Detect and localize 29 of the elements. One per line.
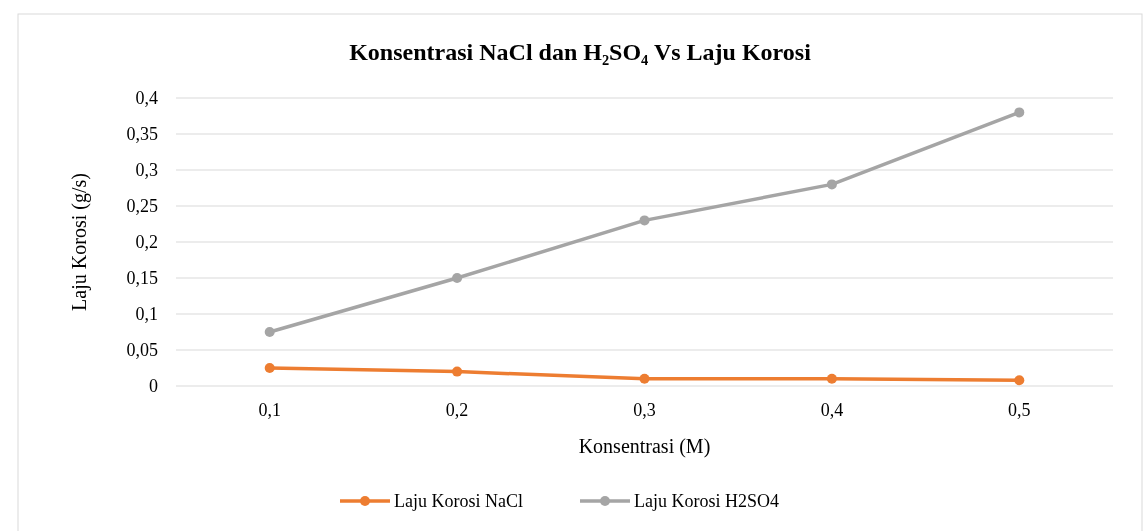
legend-label: Laju Korosi NaCl [394,491,523,512]
y-tick-label: 0,15 [126,268,158,289]
y-tick-label: 0 [149,376,158,397]
y-tick-label: 0,1 [135,304,158,325]
point [452,273,463,283]
point [639,215,650,226]
chart-title: Konsentrasi NaCl dan H₂SO₄ Vs Laju Korosi [349,39,812,65]
x-tick-label: 0,4 [820,400,844,420]
point [452,366,463,377]
point [264,363,275,373]
y-tick-label: 0,2 [135,232,158,253]
legend-label: Laju Korosi H2SO4 [634,491,779,512]
y-tick-label: 0,35 [126,124,158,145]
x-tick-label: 0,2 [445,400,469,420]
point [826,373,837,384]
point [1014,375,1025,386]
x-axis-title: Konsentrasi (M) [578,435,711,458]
point [264,327,275,337]
y-axis-title: Laju Korosi (g/s) [68,173,91,311]
y-tick-label: 0,05 [126,340,158,361]
y-tick-label: 0,4 [135,88,158,109]
y-tick-label: 0,25 [126,196,158,217]
point [639,373,650,384]
point [826,179,837,190]
y-tick-label: 0,3 [135,160,158,181]
x-tick-label: 0,3 [633,400,656,420]
x-tick-label: 0,5 [1008,400,1031,420]
x-tick-label: 0,1 [258,400,281,420]
point [1014,107,1025,118]
